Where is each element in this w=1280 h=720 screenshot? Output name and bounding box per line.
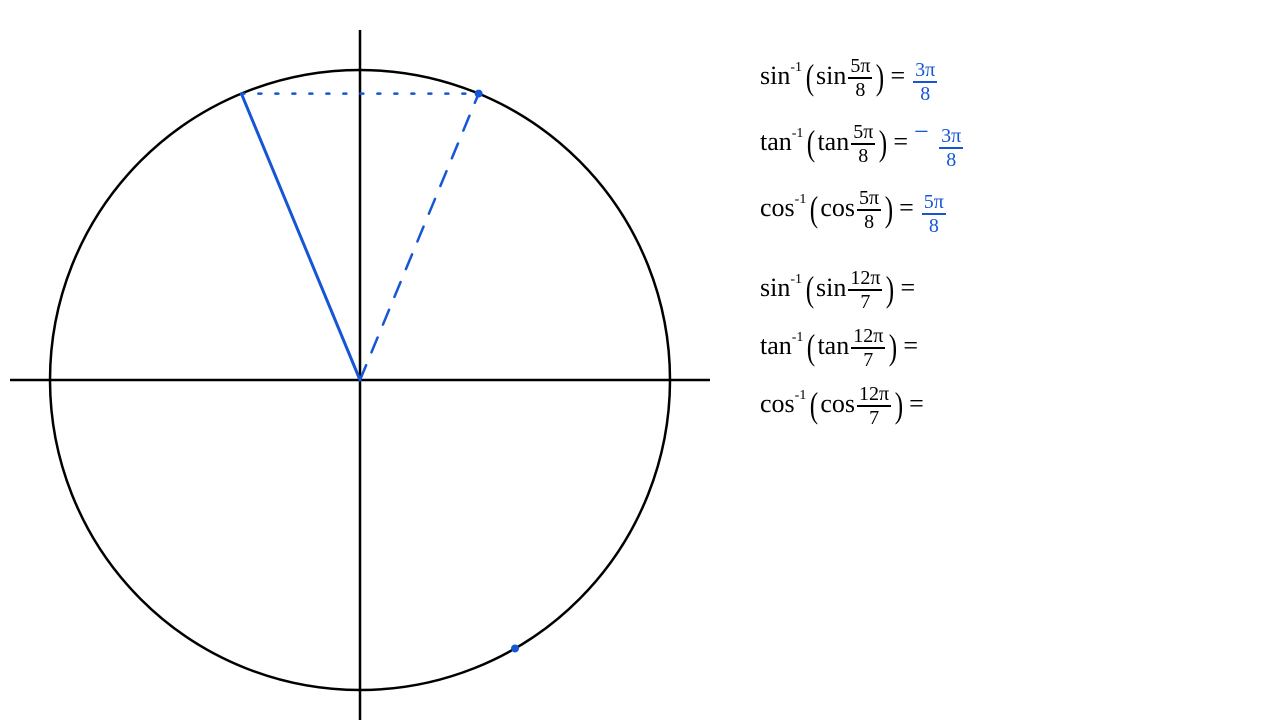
inner-func: sin [816, 60, 846, 91]
eq-row: cos-1 ( cos 12π7 ) = [760, 382, 965, 426]
equations-panel: sin-1 ( sin 5π8 ) = 3π8 tan-1 ( tan 5π8 … [760, 50, 965, 440]
eq-row: tan-1 ( tan 5π8 ) = − 3π8 [760, 116, 965, 168]
unit-circle-diagram [0, 0, 1280, 720]
func-name: sin [760, 61, 790, 90]
eq-row: cos-1 ( cos 5π8 ) = 5π8 [760, 182, 965, 234]
eq-row: tan-1 ( tan 12π7 ) = [760, 324, 965, 368]
eq-row: sin-1 ( sin 5π8 ) = 3π8 [760, 50, 965, 102]
eq-row: sin-1 ( sin 12π7 ) = [760, 266, 965, 310]
